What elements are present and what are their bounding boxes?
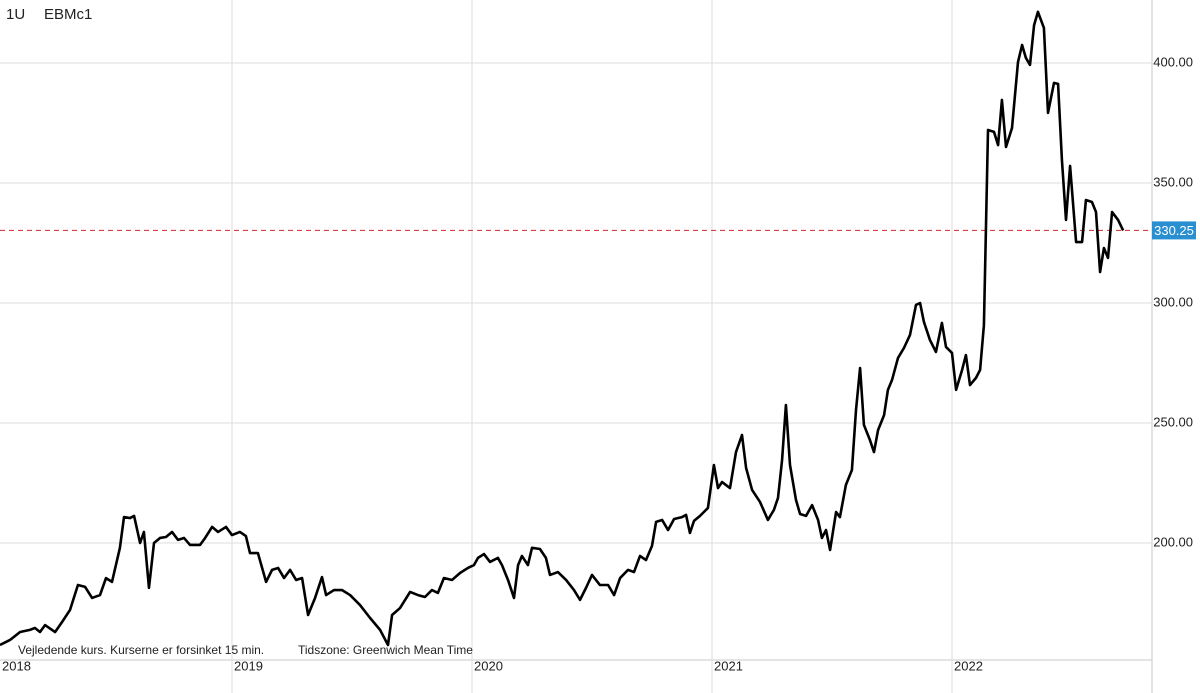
price-line: [0, 10, 1125, 647]
x-tick-label: 2021: [714, 658, 743, 673]
y-tick-label: 350.00: [1153, 174, 1193, 189]
y-tick-label: 200.00: [1153, 534, 1193, 549]
x-tick-label: 2022: [954, 658, 983, 673]
x-tick-label: 2018: [2, 658, 31, 673]
ric-code: 1U: [6, 6, 25, 23]
timezone-note: Tidszone: Greenwich Mean Time: [298, 643, 473, 657]
footer-note: Vejledende kurs. Kurserne er forsinket 1…: [18, 643, 264, 657]
x-tick-label: 2020: [474, 658, 503, 673]
y-tick-label: 400.00: [1153, 54, 1193, 69]
last-price-box: [1152, 221, 1196, 240]
y-tick-label: 300.00: [1153, 294, 1193, 309]
x-tick-label: 2019: [234, 658, 263, 673]
chart-title: EBMc1: [44, 6, 92, 23]
y-tick-label: 250.00: [1153, 414, 1193, 429]
last-price-label: 330.25: [1154, 223, 1194, 238]
